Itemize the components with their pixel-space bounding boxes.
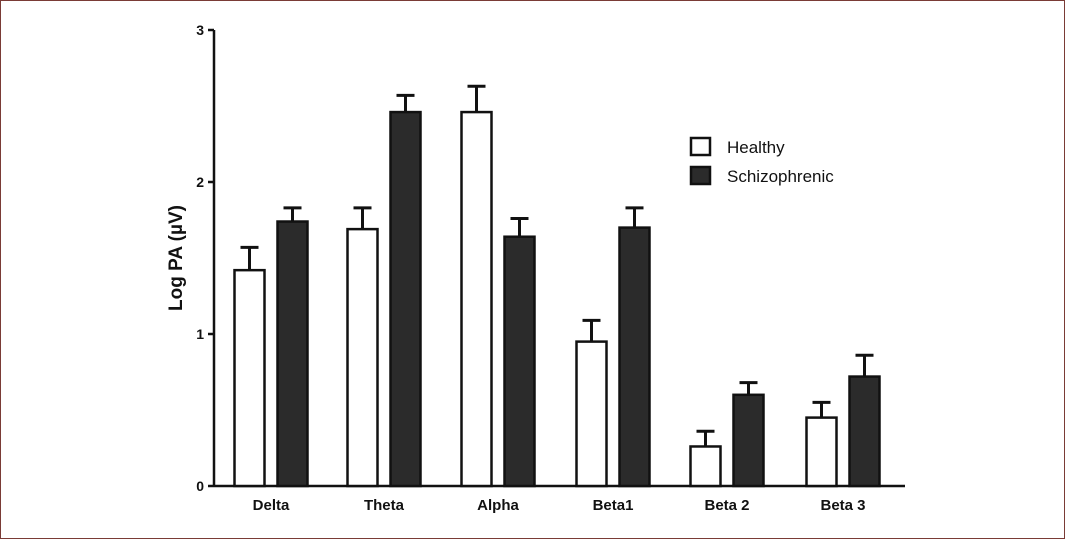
legend-label-schizophrenic: Schizophrenic <box>727 167 834 186</box>
y-axis-title: Log PA (µV) <box>166 205 187 311</box>
bar-healthy-5 <box>805 416 838 488</box>
bar-schizophrenic-5 <box>848 375 881 488</box>
bars <box>233 84 881 488</box>
x-category-label: Beta1 <box>593 497 634 514</box>
y-tick-label: 1 <box>196 326 204 342</box>
x-category-label: Beta 2 <box>704 497 749 514</box>
bar-schizophrenic-0 <box>276 220 309 488</box>
axes <box>208 28 905 488</box>
legend-swatch-healthy <box>689 136 712 157</box>
x-category-label: Beta 3 <box>820 497 865 514</box>
x-category-label: Alpha <box>477 497 519 514</box>
bar-schizophrenic-4 <box>732 393 765 488</box>
x-category-label: Delta <box>253 497 290 514</box>
labels: 0 1 2 3 Delta Theta Alpha Beta1 Beta 2 Beta 3 <box>196 22 865 514</box>
bar-schizophrenic-3 <box>618 226 651 488</box>
bar-healthy-4 <box>689 445 722 488</box>
bar-healthy-2 <box>460 110 493 488</box>
legend-label-healthy: Healthy <box>727 138 785 157</box>
bar-schizophrenic-1 <box>389 110 422 488</box>
bar-healthy-1 <box>346 227 379 488</box>
y-tick-label: 3 <box>196 22 204 38</box>
bar-healthy-0 <box>233 268 266 488</box>
bar-schizophrenic-2 <box>503 235 536 488</box>
legend: Healthy Schizophrenic <box>689 136 834 186</box>
x-category-label: Theta <box>364 497 405 514</box>
y-tick-label: 0 <box>196 478 204 494</box>
y-tick-label: 2 <box>196 174 204 190</box>
legend-swatch-schizophrenic <box>689 165 712 186</box>
bar-healthy-3 <box>575 340 608 488</box>
